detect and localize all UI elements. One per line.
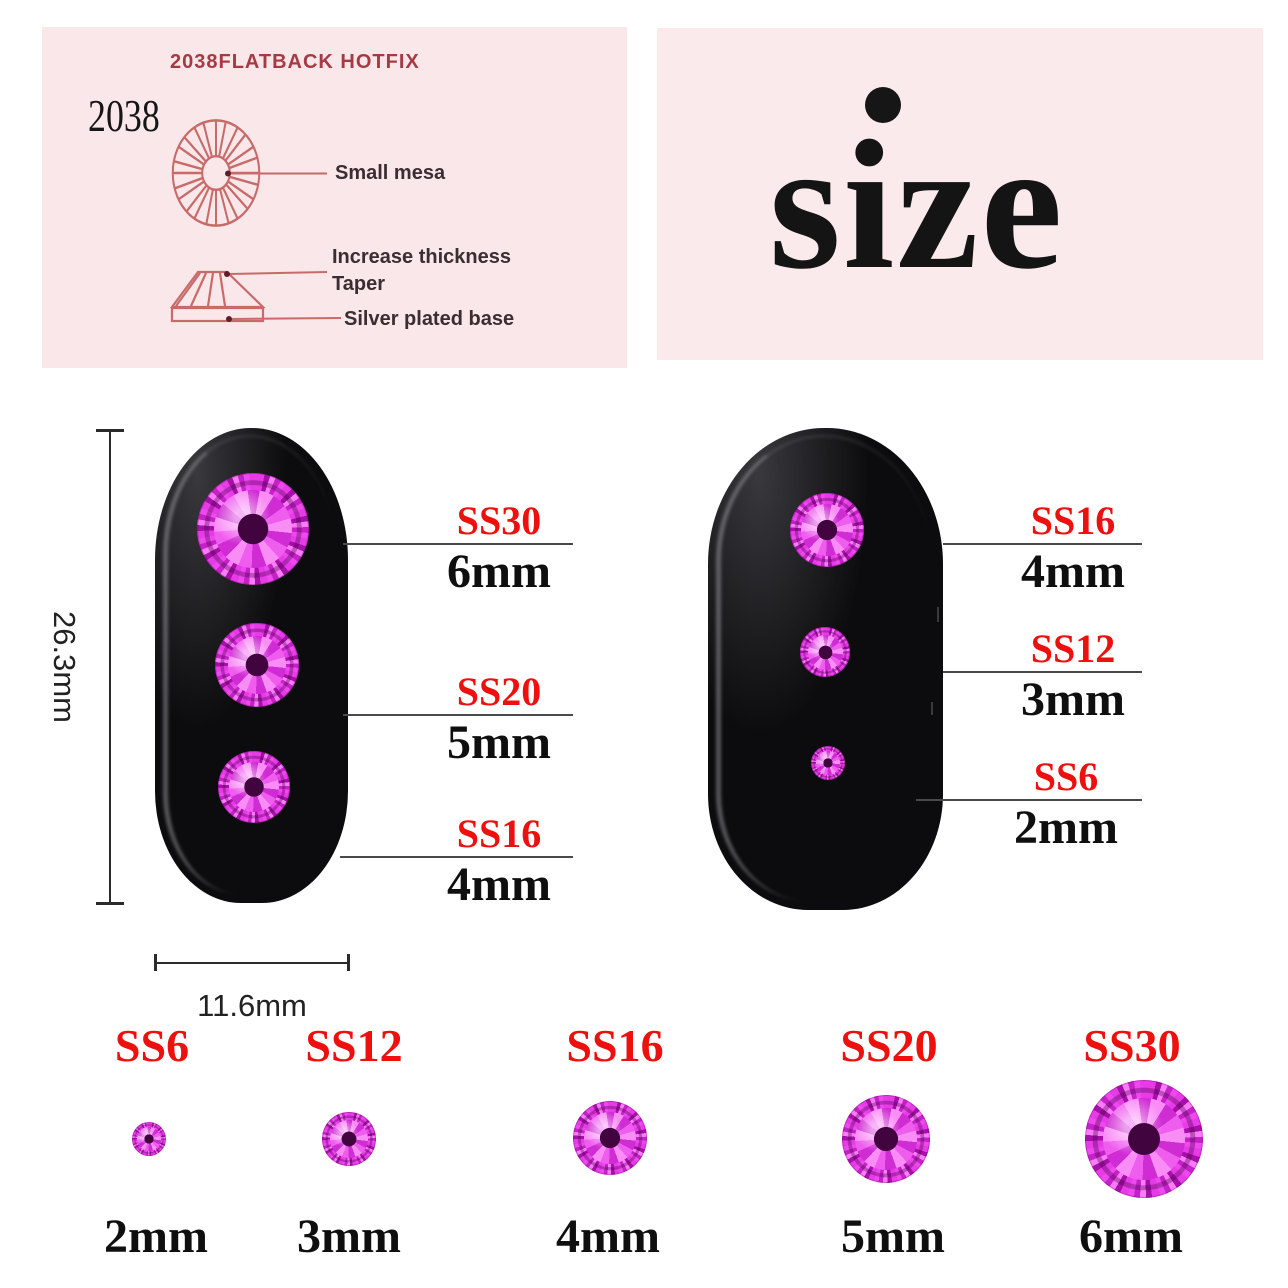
rhinestone-ss16-on-left-nail (218, 751, 290, 823)
bottom-size-code: SS6 (114, 1020, 190, 1071)
size-code-label: SS20 (456, 669, 542, 714)
measure-line-horizontal (155, 962, 350, 964)
rhinestone-ss16-sample (573, 1101, 647, 1175)
size-code-label: SS12 (1030, 626, 1116, 671)
model-number-label: 2038 (88, 90, 160, 141)
measure-cap-bottom (96, 902, 124, 905)
measure-cap-top (96, 429, 124, 432)
callout-left-ss16: SS16 4mm (340, 813, 573, 910)
taper-label: Taper (332, 273, 385, 295)
size-mm-label: 6mm (447, 545, 551, 598)
size-mm-label: 3mm (1021, 673, 1125, 726)
rhinestone-ss30-sample (1085, 1080, 1203, 1198)
rhinestone-ss6-on-right-nail (811, 746, 845, 780)
bottom-size-code: SS20 (840, 1020, 938, 1071)
leader-line (916, 799, 1142, 801)
size-mm-label: 4mm (1021, 545, 1125, 598)
leader-line (943, 671, 1142, 673)
size-code-label: SS6 (1033, 754, 1099, 799)
size-code-label: SS16 (1030, 498, 1116, 543)
rhinestone-structure-diagram-icon (169, 119, 342, 323)
rhinestone-ss30-on-left-nail (197, 473, 309, 585)
bottom-size-code: SS30 (1083, 1020, 1181, 1071)
diagram-panel-header: 2038FLATBACK HOTFIX (170, 51, 420, 73)
silver-plated-base-label: Silver plated base (344, 308, 515, 330)
leader-line (343, 543, 573, 545)
bottom-size-mm: 5mm (841, 1210, 945, 1263)
edge-tick (937, 607, 939, 622)
i-dot-icon (865, 87, 901, 123)
increase-thickness-label: Increase thickness (332, 246, 511, 268)
bottom-size-code: SS16 (566, 1020, 664, 1071)
leader-line (343, 714, 573, 716)
leader-line (943, 543, 1142, 545)
rhinestone-ss16-on-right-nail (790, 493, 864, 567)
size-title: size (769, 103, 1065, 308)
rhinestone-ss12-on-right-nail (800, 627, 850, 677)
callout-right-ss12: SS12 3mm (943, 628, 1142, 725)
nail-width-label: 11.6mm (197, 988, 307, 1023)
bottom-size-mm: 6mm (1079, 1210, 1183, 1263)
nail-height-label: 26.3mm (47, 611, 82, 723)
bottom-size-mm: 4mm (556, 1210, 660, 1263)
structure-diagram-panel: 2038FLATBACK HOTFIX 2038 Small mesa Incr… (42, 27, 627, 368)
rhinestone-ss6-sample (132, 1122, 166, 1156)
bottom-size-mm: 2mm (104, 1210, 208, 1263)
callout-right-ss6: SS6 2mm (916, 756, 1142, 853)
edge-tick (931, 702, 933, 715)
callout-left-ss30: SS30 6mm (343, 500, 573, 597)
rhinestone-ss12-sample (322, 1112, 376, 1166)
measure-cap-right (347, 954, 350, 971)
nail-tip-left (155, 428, 348, 903)
rhinestone-ss20-on-left-nail (215, 623, 299, 707)
size-mm-label: 4mm (447, 858, 551, 911)
callout-right-ss16: SS16 4mm (943, 500, 1142, 597)
size-mm-label: 2mm (1014, 801, 1118, 854)
bottom-size-code: SS12 (305, 1020, 403, 1071)
measure-line-vertical (109, 430, 111, 905)
size-code-label: SS30 (456, 498, 542, 543)
rhinestone-ss20-sample (842, 1095, 930, 1183)
size-mm-label: 5mm (447, 716, 551, 769)
size-code-label: SS16 (456, 811, 542, 856)
callout-left-ss20: SS20 5mm (343, 671, 573, 768)
measure-cap-left (154, 954, 157, 971)
small-mesa-label: Small mesa (335, 162, 446, 184)
bottom-size-mm: 3mm (297, 1210, 401, 1263)
leader-line (340, 856, 573, 858)
size-title-panel: size (657, 28, 1263, 360)
